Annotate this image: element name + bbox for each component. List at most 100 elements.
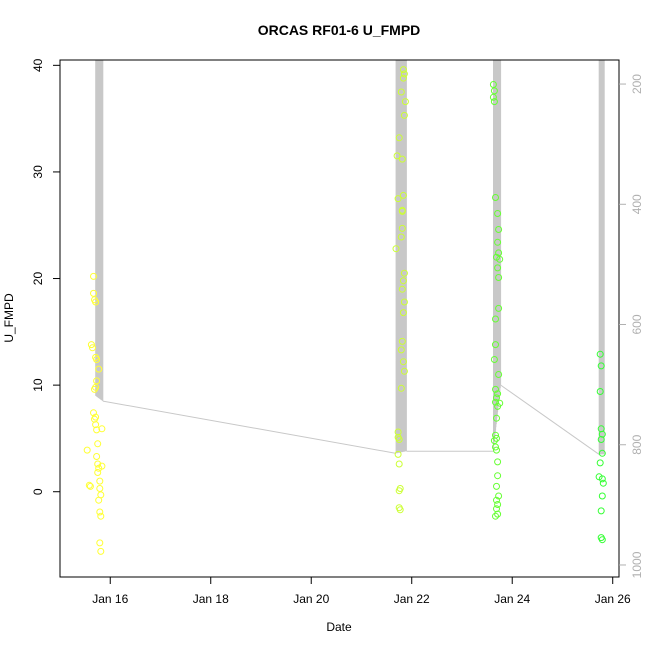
data-point (493, 253, 500, 261)
data-point (86, 482, 94, 490)
data-point (394, 450, 402, 458)
data-point (490, 437, 498, 445)
x-tick-label: Jan 16 (92, 592, 128, 606)
data-point (92, 298, 100, 306)
data-point (98, 462, 106, 470)
data-point (493, 505, 500, 513)
series-rf04 (595, 350, 607, 544)
data-point (495, 492, 503, 500)
y2-tick-label: 400 (630, 194, 644, 214)
data-point (398, 224, 406, 232)
data-point (401, 98, 409, 106)
x-axis-label: Date (326, 620, 352, 634)
trace-connector (102, 400, 397, 454)
data-point (494, 264, 502, 272)
data-point (399, 277, 407, 285)
data-point (398, 337, 406, 345)
data-point (489, 81, 497, 88)
data-point (492, 398, 499, 406)
trace-connector (500, 384, 600, 455)
data-point (598, 449, 606, 457)
data-point (395, 460, 403, 468)
data-point (399, 74, 407, 82)
data-point (90, 409, 97, 417)
data-point (399, 309, 407, 317)
data-point (494, 501, 502, 508)
chart-title: ORCAS RF01-6 U_FMPD (258, 22, 421, 38)
data-points (83, 66, 607, 555)
data-point (85, 481, 93, 489)
data-point (493, 446, 500, 454)
data-point (399, 191, 407, 199)
data-point (493, 482, 500, 490)
data-point (494, 210, 502, 217)
data-point (398, 207, 406, 215)
data-point (597, 507, 605, 515)
data-point (493, 434, 500, 442)
y-tick-label: 40 (31, 58, 45, 72)
y2-axis: 200 400 600 800 1000 (619, 74, 644, 578)
x-tick-label: Jan 24 (494, 592, 530, 606)
data-point (495, 371, 503, 378)
data-point (94, 440, 102, 448)
data-point (399, 66, 407, 74)
data-point (92, 421, 100, 429)
data-point (95, 365, 103, 373)
data-point (397, 233, 405, 241)
data-point (495, 249, 503, 257)
data-point (97, 547, 105, 555)
data-point (83, 446, 91, 454)
series-rf01 (83, 272, 106, 555)
y-tick-label: 30 (31, 165, 45, 179)
data-point (597, 362, 605, 370)
y2-tick-label: 200 (630, 74, 644, 94)
y-axis-label: U_FMPD (2, 293, 16, 343)
data-point (596, 388, 604, 395)
data-point (493, 414, 500, 422)
data-point (493, 496, 500, 504)
data-point (490, 356, 498, 363)
data-point (492, 443, 499, 451)
series-rf03 (489, 81, 504, 520)
data-point (394, 195, 402, 203)
pressure-trace (95, 59, 605, 455)
data-point (495, 304, 503, 312)
data-point (494, 510, 502, 518)
data-point (490, 87, 498, 95)
data-point (596, 459, 604, 467)
y-tick-label: 10 (31, 378, 45, 392)
plot-frame (59, 59, 620, 578)
data-point (89, 344, 96, 352)
data-point (397, 384, 405, 392)
data-point (398, 155, 406, 163)
y-tick-label: 0 (31, 488, 45, 495)
y-axis: 0 10 20 30 40 (31, 58, 60, 495)
data-point (395, 134, 403, 142)
data-point (397, 88, 405, 96)
data-point (98, 425, 106, 433)
trace-segment (395, 59, 407, 454)
data-point (95, 496, 103, 504)
data-point (96, 485, 104, 492)
data-point (494, 472, 502, 480)
y-tick-label: 20 (31, 272, 45, 286)
data-point (496, 399, 504, 407)
x-tick-label: Jan 20 (293, 592, 329, 606)
data-point (492, 194, 499, 201)
data-point (398, 285, 406, 293)
data-point (400, 367, 408, 375)
data-point (92, 413, 100, 421)
data-point (492, 315, 499, 323)
data-point (400, 70, 408, 78)
data-point (395, 487, 403, 495)
data-point (400, 111, 408, 119)
data-point (489, 93, 497, 101)
data-point (495, 274, 503, 281)
y2-tick-label: 800 (630, 434, 644, 454)
data-point (494, 390, 502, 398)
data-point (490, 98, 498, 106)
data-point (397, 346, 405, 354)
data-point (492, 512, 499, 520)
data-point (97, 512, 105, 520)
data-point (392, 245, 400, 253)
